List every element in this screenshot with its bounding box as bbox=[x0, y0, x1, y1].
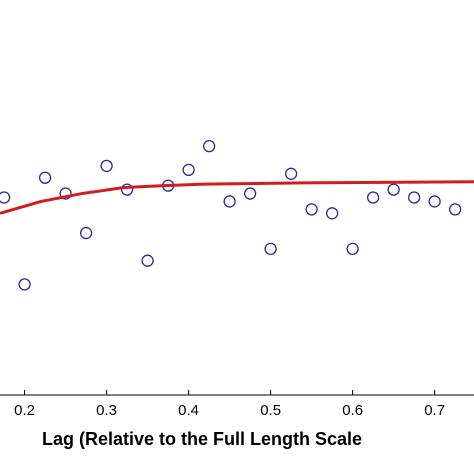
point bbox=[366, 191, 380, 204]
x-tick-label: 0.6 bbox=[342, 402, 363, 419]
point bbox=[346, 242, 359, 256]
point bbox=[428, 195, 441, 208]
point bbox=[79, 226, 93, 240]
x-axis-label: Lag (Relative to the Full Length Scale bbox=[42, 429, 362, 449]
point bbox=[120, 183, 134, 196]
point bbox=[284, 167, 298, 180]
point bbox=[448, 203, 462, 216]
x-tick-label: 0.2 bbox=[14, 402, 35, 419]
x-tick-label: 0.4 bbox=[178, 402, 199, 419]
point bbox=[387, 183, 400, 196]
point bbox=[59, 187, 72, 200]
point bbox=[202, 139, 216, 153]
point bbox=[305, 203, 318, 216]
fit-line bbox=[0, 180, 474, 215]
point bbox=[325, 207, 339, 220]
point bbox=[264, 242, 277, 256]
x-tick-label: 0.7 bbox=[424, 402, 445, 419]
point bbox=[18, 278, 31, 291]
point bbox=[0, 191, 11, 204]
point bbox=[141, 254, 154, 267]
x-tick-label: 0.5 bbox=[260, 402, 281, 419]
point bbox=[407, 191, 421, 204]
point bbox=[38, 171, 52, 184]
point bbox=[243, 187, 257, 200]
x-tick-label: 0.3 bbox=[96, 402, 117, 419]
point bbox=[223, 195, 236, 208]
point bbox=[100, 159, 113, 173]
point bbox=[182, 163, 195, 177]
